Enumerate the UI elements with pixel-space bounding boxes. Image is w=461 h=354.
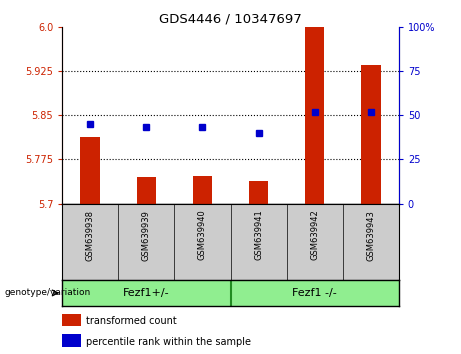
Text: GSM639938: GSM639938	[86, 210, 95, 261]
Bar	[136, 177, 156, 204]
Text: GSM639939: GSM639939	[142, 210, 151, 261]
Bar	[62, 314, 81, 326]
Text: transformed count: transformed count	[86, 316, 177, 326]
Text: GSM639941: GSM639941	[254, 210, 263, 261]
Bar	[249, 181, 268, 204]
Text: GSM639940: GSM639940	[198, 210, 207, 261]
Bar	[62, 334, 81, 347]
Title: GDS4446 / 10347697: GDS4446 / 10347697	[159, 12, 302, 25]
Text: GSM639942: GSM639942	[310, 210, 319, 261]
Bar	[361, 65, 380, 204]
Text: GSM639943: GSM639943	[366, 210, 375, 261]
Text: Fezf1 -/-: Fezf1 -/-	[292, 288, 337, 298]
Text: Fezf1+/-: Fezf1+/-	[123, 288, 170, 298]
Text: percentile rank within the sample: percentile rank within the sample	[86, 337, 251, 347]
Text: genotype/variation: genotype/variation	[5, 289, 91, 297]
Bar	[305, 27, 325, 204]
Bar	[81, 137, 100, 204]
Bar	[193, 176, 212, 204]
